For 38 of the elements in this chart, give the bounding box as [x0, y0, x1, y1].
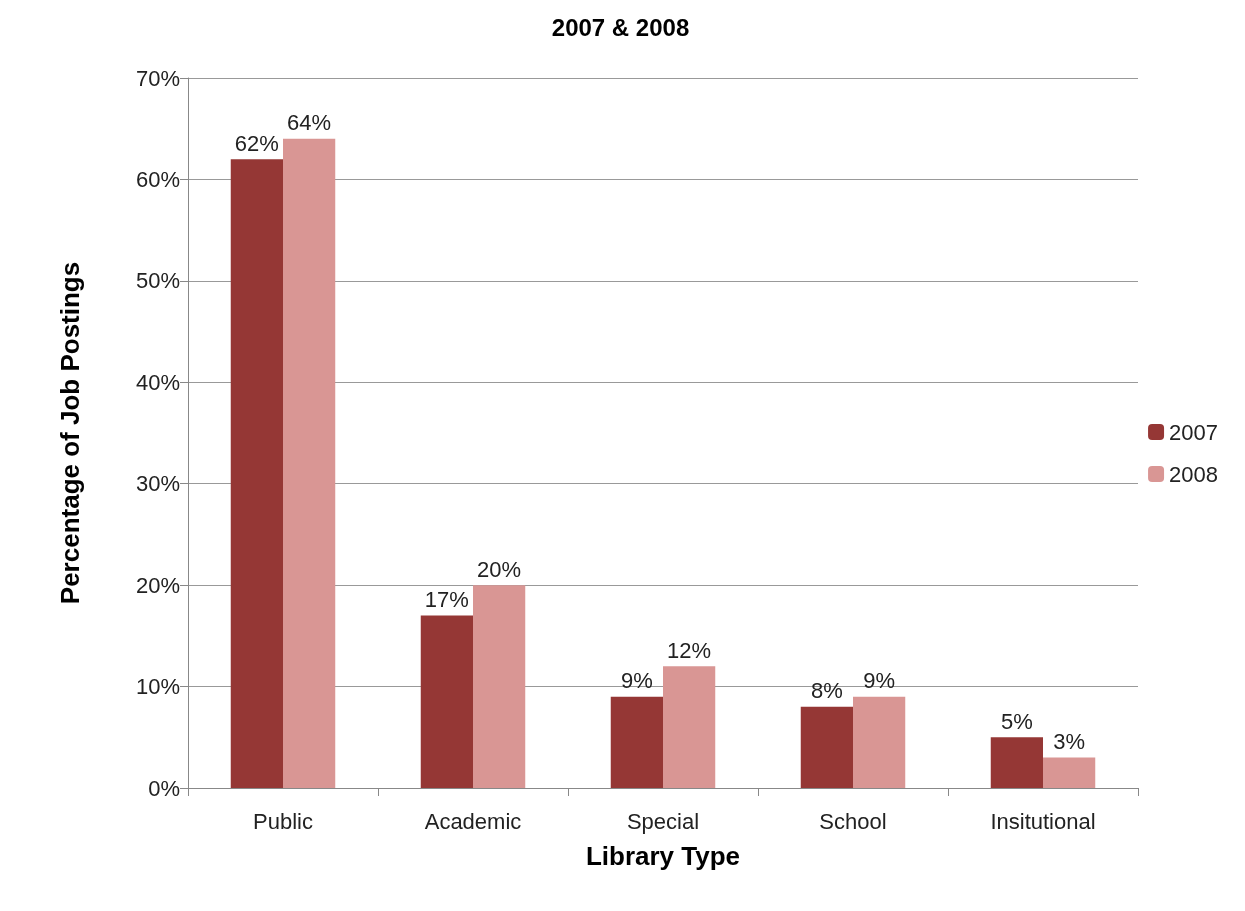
- x-tick-label: Insitutional: [990, 808, 1096, 834]
- data-label: 17%: [424, 587, 469, 613]
- bar: [610, 696, 663, 788]
- chart-title: 2007 & 2008: [551, 13, 690, 41]
- x-tick-label: Special: [626, 808, 700, 834]
- data-label: 9%: [620, 668, 653, 694]
- data-label: 12%: [667, 637, 712, 663]
- bar: [1043, 757, 1096, 788]
- data-label: 3%: [1053, 729, 1086, 755]
- bar: [990, 737, 1043, 788]
- x-tick-label: School: [819, 808, 887, 834]
- y-tick-label: 60%: [135, 166, 180, 192]
- bar: [853, 696, 906, 788]
- bar: [800, 706, 853, 788]
- data-label: 9%: [863, 668, 896, 694]
- bar: [473, 585, 526, 788]
- x-tick-label: Public: [253, 808, 313, 834]
- y-tick-label: 70%: [135, 65, 180, 91]
- y-tick-label: 40%: [135, 369, 180, 395]
- data-label: 64%: [287, 110, 332, 136]
- data-label: 5%: [1000, 708, 1033, 734]
- y-tick-label: 30%: [135, 471, 180, 497]
- x-tick-label: Academic: [424, 808, 522, 834]
- bar: [663, 666, 716, 788]
- data-label: 62%: [234, 130, 279, 156]
- legend-label: 2008: [1169, 461, 1219, 487]
- bar: [230, 159, 283, 788]
- y-tick-label: 10%: [135, 674, 180, 700]
- bar: [283, 138, 336, 788]
- bar: [420, 615, 473, 788]
- y-tick-label: 0%: [148, 775, 180, 801]
- y-axis-title: Percentage of Job Postings: [55, 261, 85, 605]
- data-label: 8%: [810, 678, 843, 704]
- legend-label: 2007: [1169, 419, 1219, 445]
- data-label: 20%: [477, 556, 522, 582]
- y-tick-label: 50%: [135, 268, 180, 294]
- y-tick-label: 20%: [135, 572, 180, 598]
- x-axis-title: Library Type: [585, 841, 741, 871]
